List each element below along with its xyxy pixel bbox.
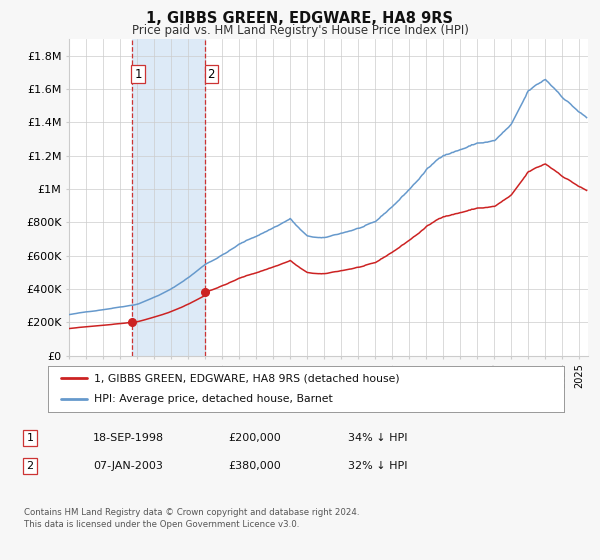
Text: 1: 1 bbox=[134, 68, 142, 81]
Text: HPI: Average price, detached house, Barnet: HPI: Average price, detached house, Barn… bbox=[94, 394, 333, 404]
Text: 1, GIBBS GREEN, EDGWARE, HA8 9RS: 1, GIBBS GREEN, EDGWARE, HA8 9RS bbox=[146, 11, 454, 26]
Bar bbox=[133, 39, 205, 356]
Text: £200,000: £200,000 bbox=[228, 433, 281, 443]
Text: 18-SEP-1998: 18-SEP-1998 bbox=[93, 433, 164, 443]
Text: Price paid vs. HM Land Registry's House Price Index (HPI): Price paid vs. HM Land Registry's House … bbox=[131, 24, 469, 36]
Text: 34% ↓ HPI: 34% ↓ HPI bbox=[348, 433, 407, 443]
Text: 2: 2 bbox=[26, 461, 34, 471]
Text: 32% ↓ HPI: 32% ↓ HPI bbox=[348, 461, 407, 471]
Text: 1, GIBBS GREEN, EDGWARE, HA8 9RS (detached house): 1, GIBBS GREEN, EDGWARE, HA8 9RS (detach… bbox=[94, 373, 400, 383]
Text: £380,000: £380,000 bbox=[228, 461, 281, 471]
Text: 2: 2 bbox=[208, 68, 215, 81]
Text: 07-JAN-2003: 07-JAN-2003 bbox=[93, 461, 163, 471]
Text: 1: 1 bbox=[26, 433, 34, 443]
Text: Contains HM Land Registry data © Crown copyright and database right 2024.
This d: Contains HM Land Registry data © Crown c… bbox=[24, 508, 359, 529]
